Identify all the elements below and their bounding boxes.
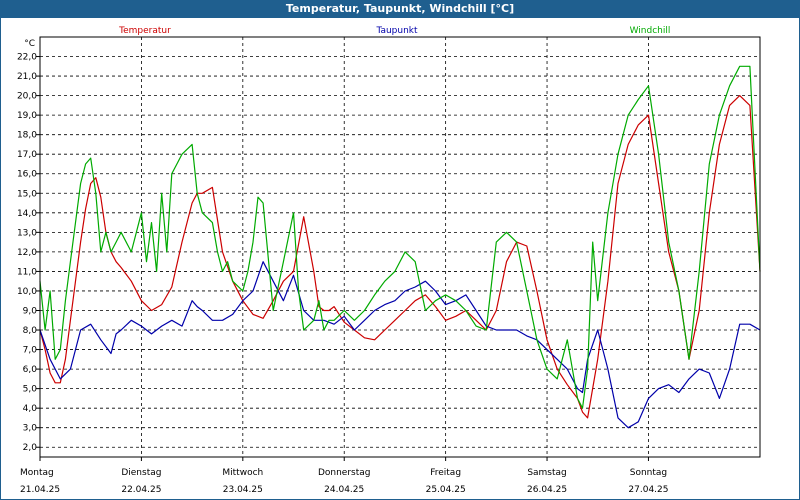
y-tick-label: 21,0 [17, 72, 37, 82]
y-tick-label: 4,0 [23, 404, 38, 414]
x-tick-day-label: Sonntag [630, 468, 667, 478]
y-tick-label: 6,0 [23, 365, 38, 375]
x-tick-day-label: Donnerstag [318, 468, 371, 478]
x-tick-day-label: Montag [20, 468, 54, 478]
series-line-windchill [39, 65, 761, 409]
legend-entry: Temperatur [118, 26, 171, 36]
y-tick-label: 10,0 [17, 287, 37, 297]
y-tick-label: 8,0 [23, 326, 38, 336]
legend-entry: Windchill [630, 26, 671, 36]
y-tick-label: 13,0 [17, 228, 37, 238]
y-tick-label: 17,0 [17, 150, 37, 160]
y-tick-label: 5,0 [23, 385, 38, 395]
x-tick-day-label: Mittwoch [222, 468, 263, 478]
y-tick-label: 22,0 [17, 53, 37, 63]
y-tick-label: 2,0 [23, 443, 38, 453]
series-line-taupunkt [39, 261, 761, 429]
y-tick-label: 15,0 [17, 189, 37, 199]
y-tick-label: 19,0 [17, 111, 37, 121]
y-axis: 2,0 3,0 4,0 5,0 6,0 7,0 8,0 9,0 10,0 11,0 12,0 13,0… [17, 39, 40, 453]
x-tick-date-label: 26.04.25 [527, 485, 567, 495]
x-tick-day-label: Samstag [527, 468, 566, 478]
series-line-temperatur [39, 94, 761, 419]
x-tick-date-label: 24.04.25 [324, 485, 364, 495]
y-tick-label: 12,0 [17, 248, 37, 258]
legend: Temperatur Taupunkt Windchill [118, 26, 670, 36]
y-tick-label: 11,0 [17, 267, 37, 277]
x-tick-date-label: 23.04.25 [223, 485, 263, 495]
x-tick-day-label: Dienstag [121, 468, 161, 478]
y-tick-label: 18,0 [17, 131, 37, 141]
y-tick-label: 20,0 [17, 92, 37, 102]
y-tick-label: 3,0 [23, 424, 38, 434]
y-tick-label: 14,0 [17, 209, 37, 219]
grid-lines [40, 37, 760, 457]
y-tick-label: 16,0 [17, 170, 37, 180]
chart-title: Temperatur, Taupunkt, Windchill [°C] [0, 0, 800, 18]
y-tick-label: 7,0 [23, 346, 38, 356]
y-axis-unit: °C [24, 39, 35, 49]
x-tick-date-label: 21.04.25 [20, 485, 60, 495]
y-tick-label: 9,0 [23, 306, 38, 316]
x-tick-date-label: 27.04.25 [628, 485, 668, 495]
legend-entry: Taupunkt [375, 26, 418, 36]
plot-border [39, 36, 761, 458]
series-lines [39, 65, 761, 429]
x-tick-day-label: Freitag [430, 468, 461, 478]
x-tick-date-label: 22.04.25 [121, 485, 161, 495]
x-tick-date-label: 25.04.25 [426, 485, 466, 495]
x-axis: Montag 21.04.25 Dienstag 22.04.25 Mittwoch 23… [20, 457, 668, 495]
